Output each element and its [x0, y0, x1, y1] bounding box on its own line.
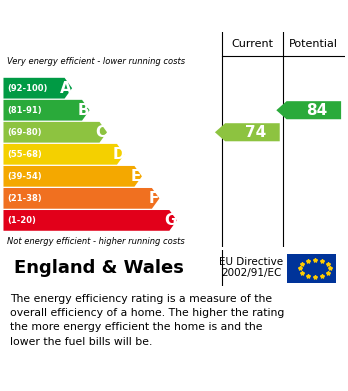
Text: (21-38): (21-38) — [8, 194, 42, 203]
Polygon shape — [3, 166, 142, 187]
Polygon shape — [215, 123, 280, 141]
Text: England & Wales: England & Wales — [14, 259, 184, 277]
Text: (69-80): (69-80) — [8, 128, 42, 137]
FancyBboxPatch shape — [286, 254, 336, 283]
Text: Current: Current — [231, 39, 274, 49]
Polygon shape — [3, 78, 72, 99]
Text: (92-100): (92-100) — [8, 84, 48, 93]
Text: F: F — [148, 191, 159, 206]
Text: Very energy efficient - lower running costs: Very energy efficient - lower running co… — [7, 57, 185, 66]
Text: (39-54): (39-54) — [8, 172, 42, 181]
Polygon shape — [3, 122, 107, 143]
Text: EU Directive
2002/91/EC: EU Directive 2002/91/EC — [219, 257, 283, 278]
Text: Potential: Potential — [289, 39, 338, 49]
Text: The energy efficiency rating is a measure of the
overall efficiency of a home. T: The energy efficiency rating is a measur… — [10, 294, 285, 347]
Text: B: B — [78, 103, 89, 118]
Text: Energy Efficiency Rating: Energy Efficiency Rating — [12, 9, 222, 23]
Text: (1-20): (1-20) — [8, 216, 37, 225]
Polygon shape — [3, 210, 177, 231]
Text: (81-91): (81-91) — [8, 106, 42, 115]
Text: A: A — [60, 81, 72, 96]
Text: (55-68): (55-68) — [8, 150, 42, 159]
Polygon shape — [3, 100, 89, 120]
Text: 74: 74 — [245, 125, 266, 140]
Polygon shape — [3, 188, 159, 209]
Polygon shape — [3, 144, 125, 165]
Polygon shape — [276, 101, 341, 119]
Text: Not energy efficient - higher running costs: Not energy efficient - higher running co… — [7, 237, 185, 246]
Text: D: D — [112, 147, 125, 162]
Text: E: E — [131, 169, 141, 184]
Text: 84: 84 — [306, 103, 327, 118]
Text: C: C — [95, 125, 106, 140]
Text: G: G — [165, 213, 177, 228]
